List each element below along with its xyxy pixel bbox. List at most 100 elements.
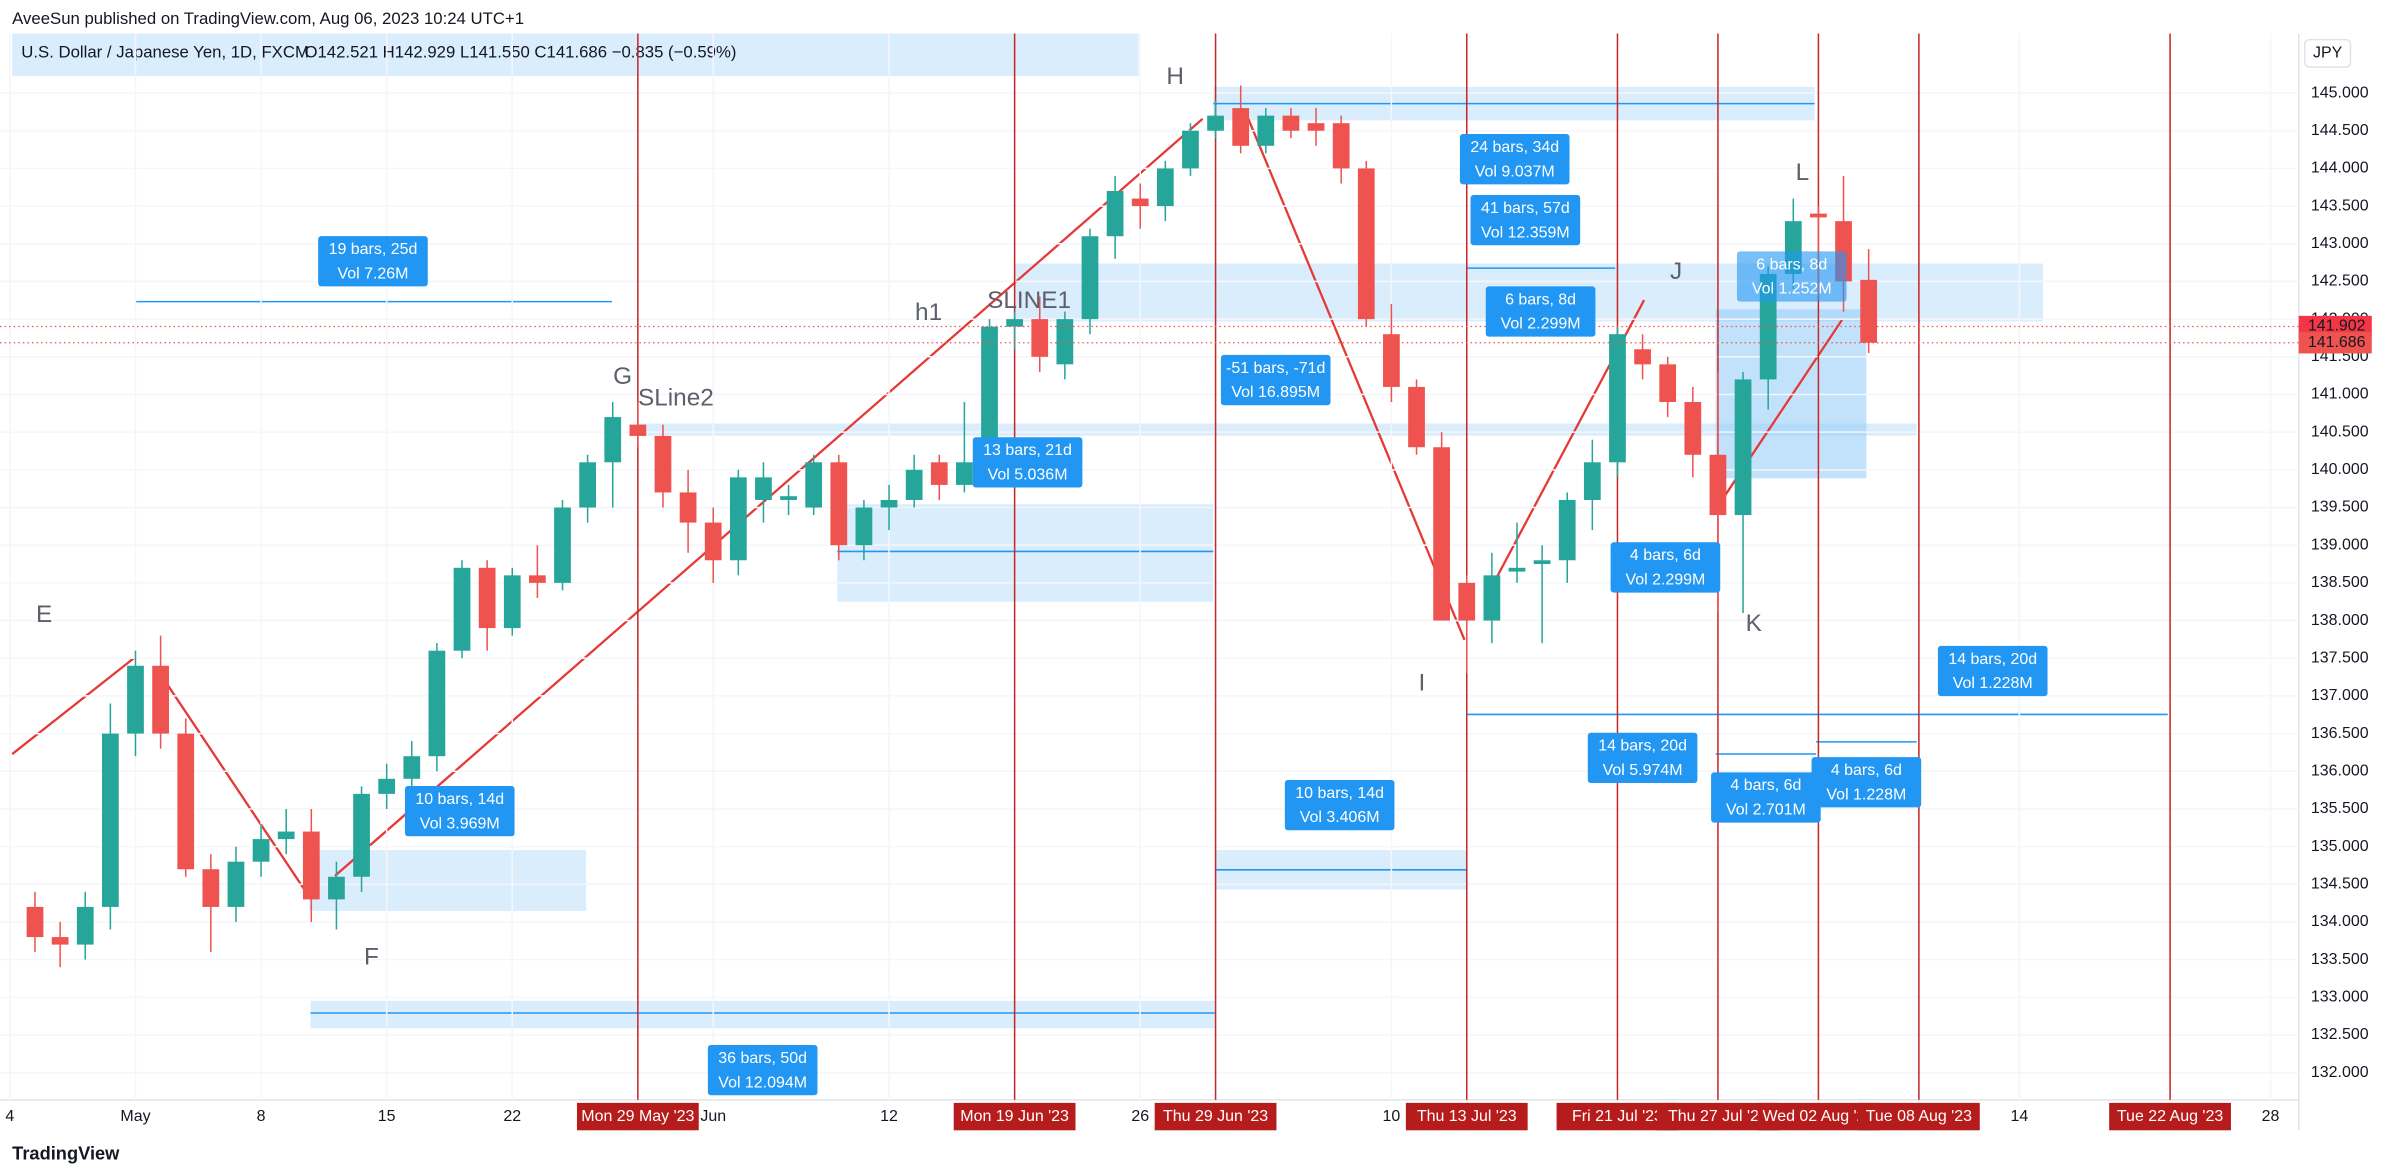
measure-box xyxy=(1220,354,1331,406)
y-tick-label: 136.500 xyxy=(2311,725,2369,742)
time-marker-label: Tue 22 Aug '23 xyxy=(2117,1108,2223,1125)
annotation: K xyxy=(1746,610,1762,637)
candle-body xyxy=(554,507,571,583)
y-tick-label: 136.000 xyxy=(2311,762,2369,779)
candle-body xyxy=(26,906,44,938)
candle-body xyxy=(679,492,697,523)
ohlc-legend: O142.521 H142.929 L141.550 C141.686 −0.8… xyxy=(304,43,736,62)
candle-body xyxy=(905,469,923,500)
candle-body xyxy=(328,876,345,900)
candle-body xyxy=(1207,115,1224,131)
range-box xyxy=(837,504,1214,602)
measure-volume: Vol 3.406M xyxy=(1300,809,1380,826)
measure-volume: Vol 7.26M xyxy=(337,265,408,282)
candle-body xyxy=(503,575,521,629)
candle-body xyxy=(1006,319,1023,327)
y-tick-label: 139.500 xyxy=(2311,499,2369,516)
price-badge-label: 141.902 xyxy=(2308,318,2366,335)
measure-bars: 4 bars, 6d xyxy=(1831,762,1902,779)
range-arrows xyxy=(135,102,2168,1014)
x-tick-label: 4 xyxy=(5,1108,14,1125)
x-tick-label: 26 xyxy=(1131,1108,1149,1125)
candle-body xyxy=(1357,168,1375,320)
candle-body xyxy=(1156,168,1174,207)
candle-body xyxy=(1307,123,1325,131)
candle-body xyxy=(956,462,973,485)
y-tick-label: 134.500 xyxy=(2311,876,2369,893)
candle-body xyxy=(1106,191,1124,237)
y-tick-label: 132.000 xyxy=(2311,1064,2369,1081)
candle-body xyxy=(353,793,370,877)
measure-box xyxy=(404,786,515,837)
measure-volume: Vol 5.974M xyxy=(1603,762,1683,779)
candle-body xyxy=(529,575,546,583)
y-tick-label: 144.500 xyxy=(2311,122,2369,139)
x-tick-label: 14 xyxy=(2010,1108,2028,1125)
y-tick-label: 135.500 xyxy=(2311,800,2369,817)
x-tick-label: 22 xyxy=(503,1108,521,1125)
currency-button[interactable] xyxy=(2304,38,2352,68)
candle-body xyxy=(1684,402,1702,455)
x-tick-label: 15 xyxy=(378,1108,396,1125)
annotation: J xyxy=(1670,258,1682,285)
measure-volume: Vol 2.299M xyxy=(1501,316,1581,333)
price-badge-label: 141.686 xyxy=(2308,334,2366,351)
x-tick-label: 28 xyxy=(2262,1108,2280,1125)
candle-body xyxy=(780,496,797,500)
candle-body xyxy=(1483,575,1501,621)
candle-body xyxy=(830,462,848,546)
candle-body xyxy=(177,733,195,870)
y-tick-label: 134.000 xyxy=(2311,913,2369,930)
time-marker-badge xyxy=(1405,1102,1528,1131)
annotation: h1 xyxy=(915,299,942,326)
time-marker-badge xyxy=(576,1102,699,1131)
symbol-legend: U.S. Dollar / Japanese Yen, 1D, FXCM xyxy=(21,43,309,62)
candle-body xyxy=(1810,213,1827,218)
candle-body xyxy=(1383,334,1400,387)
candle-body xyxy=(478,567,496,629)
currency: JPY xyxy=(2313,45,2343,62)
candle-body xyxy=(302,831,320,900)
y-tick-label: 143.000 xyxy=(2311,235,2369,252)
measure-bars: 14 bars, 20d xyxy=(1598,738,1687,755)
candle-body xyxy=(202,869,220,907)
measure-box xyxy=(972,437,1083,488)
candle-body xyxy=(277,831,295,840)
candle-body xyxy=(855,507,873,546)
y-tick-label: 140.000 xyxy=(2311,461,2369,478)
measure-box xyxy=(1736,251,1847,302)
candle-body xyxy=(403,756,421,779)
annotation: G xyxy=(613,363,632,390)
measure-volume: Vol 1.228M xyxy=(1953,675,2033,692)
y-tick-label: 141.000 xyxy=(2311,386,2369,403)
y-tick-label: 143.500 xyxy=(2311,197,2369,214)
time-marker-badge xyxy=(953,1102,1076,1131)
candle-body xyxy=(1332,123,1350,169)
annotation: H xyxy=(1166,63,1184,90)
candle-body xyxy=(1458,582,1476,621)
measure-box xyxy=(1470,194,1581,246)
measure-box xyxy=(1459,134,1570,185)
measure-volume: Vol 16.895M xyxy=(1231,384,1320,401)
candle-body xyxy=(101,733,119,907)
candle-body xyxy=(127,665,144,734)
candle-body xyxy=(981,326,998,463)
candle-body xyxy=(704,522,722,561)
measure-bars: 36 bars, 50d xyxy=(718,1050,807,1067)
measure-bars: 19 bars, 25d xyxy=(329,241,418,258)
measure-volume: Vol 5.036M xyxy=(988,466,1068,483)
candle-body xyxy=(654,435,672,493)
candle-body xyxy=(729,477,747,561)
measure-volume: Vol 9.037M xyxy=(1475,163,1555,180)
candle-body xyxy=(1533,560,1551,565)
candle-body xyxy=(453,567,471,651)
annotation: SLINE1 xyxy=(987,287,1071,314)
measure-box xyxy=(1485,286,1596,337)
candle-body xyxy=(604,417,622,463)
annotation: E xyxy=(36,601,52,628)
measure-bars: 41 bars, 57d xyxy=(1481,200,1570,217)
y-tick-label: 138.500 xyxy=(2311,574,2369,591)
candle-body xyxy=(1081,236,1099,320)
y-tick-label: 137.000 xyxy=(2311,687,2369,704)
measure-volume: Vol 12.094M xyxy=(718,1074,807,1091)
